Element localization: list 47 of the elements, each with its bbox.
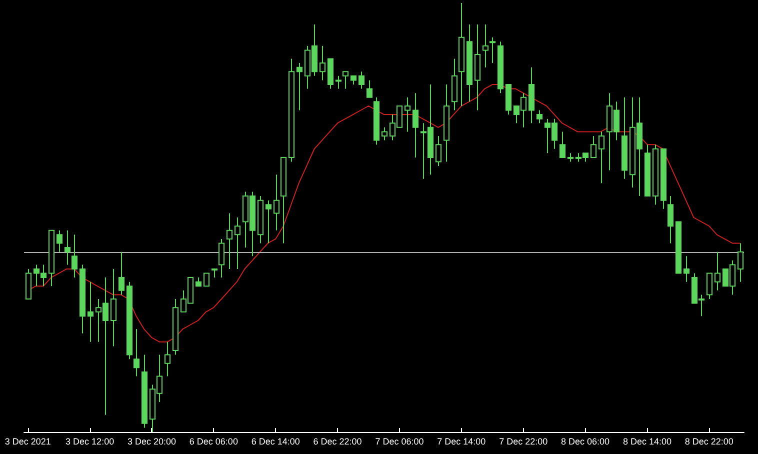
candlestick bbox=[706, 272, 712, 300]
candlestick bbox=[342, 71, 348, 90]
candlestick bbox=[490, 36, 496, 64]
candlestick bbox=[134, 328, 140, 377]
x-tick-label: 3 Dec 2021 bbox=[4, 436, 51, 446]
candlestick bbox=[404, 96, 410, 132]
candlestick bbox=[118, 251, 124, 296]
x-tick-label: 8 Dec 14:00 bbox=[622, 436, 672, 446]
candlestick bbox=[226, 212, 232, 270]
x-tick-label: 3 Dec 12:00 bbox=[66, 436, 114, 446]
x-tick-label: 8 Dec 06:00 bbox=[561, 436, 610, 446]
candlestick bbox=[738, 242, 744, 282]
candlestick bbox=[274, 174, 280, 231]
x-tick-label: 6 Dec 14:00 bbox=[251, 436, 300, 446]
x-tick-label: 6 Dec 22:00 bbox=[313, 436, 362, 446]
candlestick bbox=[88, 281, 94, 342]
candlestick bbox=[598, 131, 604, 184]
x-tick-label: 7 Dec 14:00 bbox=[437, 436, 486, 446]
x-tick-label: 6 Dec 06:00 bbox=[189, 436, 238, 446]
candlestick bbox=[64, 230, 70, 266]
x-tick-label: 7 Dec 06:00 bbox=[375, 436, 424, 446]
candlestick bbox=[358, 71, 364, 90]
candlestick bbox=[536, 110, 542, 124]
candlestick bbox=[164, 341, 170, 377]
candlestick bbox=[266, 200, 272, 244]
candlestick bbox=[320, 45, 326, 81]
candlestick bbox=[296, 62, 302, 111]
candlestick bbox=[218, 238, 224, 278]
candlestick bbox=[560, 131, 566, 158]
candlestick bbox=[668, 196, 674, 244]
x-tick-label: 8 Dec 22:00 bbox=[684, 436, 734, 446]
candlestick bbox=[336, 75, 342, 90]
candlestick bbox=[56, 230, 62, 252]
candlestick bbox=[482, 24, 488, 68]
candlestick bbox=[234, 217, 240, 270]
x-tick-label: 7 Dec 22:00 bbox=[499, 436, 548, 446]
x-tick-label: 3 Dec 20:00 bbox=[127, 436, 176, 446]
candlestick bbox=[412, 92, 418, 158]
candlestick bbox=[684, 256, 690, 282]
candlestick bbox=[436, 135, 442, 167]
candlestick bbox=[204, 272, 210, 287]
candlestick bbox=[382, 126, 388, 141]
candlestick bbox=[110, 268, 116, 347]
candlestick bbox=[366, 80, 372, 98]
candlestick bbox=[714, 251, 720, 291]
candlestick bbox=[72, 234, 78, 278]
candlestick bbox=[590, 135, 596, 158]
